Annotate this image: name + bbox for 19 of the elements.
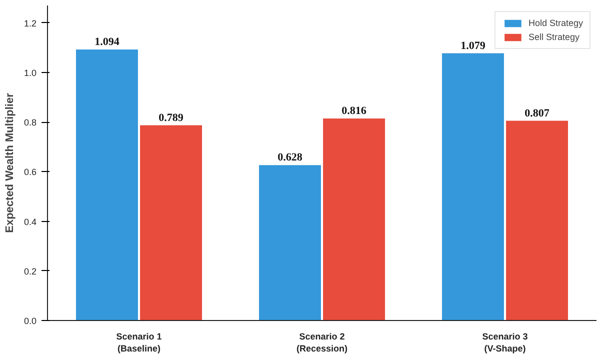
legend-label: Hold Strategy — [528, 18, 583, 28]
data-label: 1.079 — [460, 40, 486, 52]
y-tick-label: 0.2 — [24, 266, 37, 276]
x-tick-label: Scenario 3 (V-Shape) — [482, 332, 528, 354]
data-label: 0.816 — [342, 105, 367, 118]
y-tick-label: 0.6 — [24, 167, 37, 178]
x-tick-label: Scenario 2 (Recession) — [296, 332, 348, 354]
y-tick-label: 0.4 — [24, 216, 37, 227]
data-label: 0.628 — [278, 152, 303, 164]
y-axis-title: Expected Wealth Multiplier — [4, 92, 16, 233]
data-label: 0.807 — [524, 107, 550, 120]
y-tick-label: 1.2 — [24, 18, 37, 28]
legend-label: Sell Strategy — [528, 32, 580, 42]
x-tick-label: Scenario 1 (Baseline) — [116, 332, 162, 354]
y-tick-label: 0.8 — [24, 118, 37, 128]
data-label: 1.094 — [94, 36, 120, 48]
y-tick-label: 0.0 — [24, 316, 37, 326]
data-label: 0.789 — [158, 112, 184, 124]
y-tick-label: 1.0 — [24, 68, 37, 78]
